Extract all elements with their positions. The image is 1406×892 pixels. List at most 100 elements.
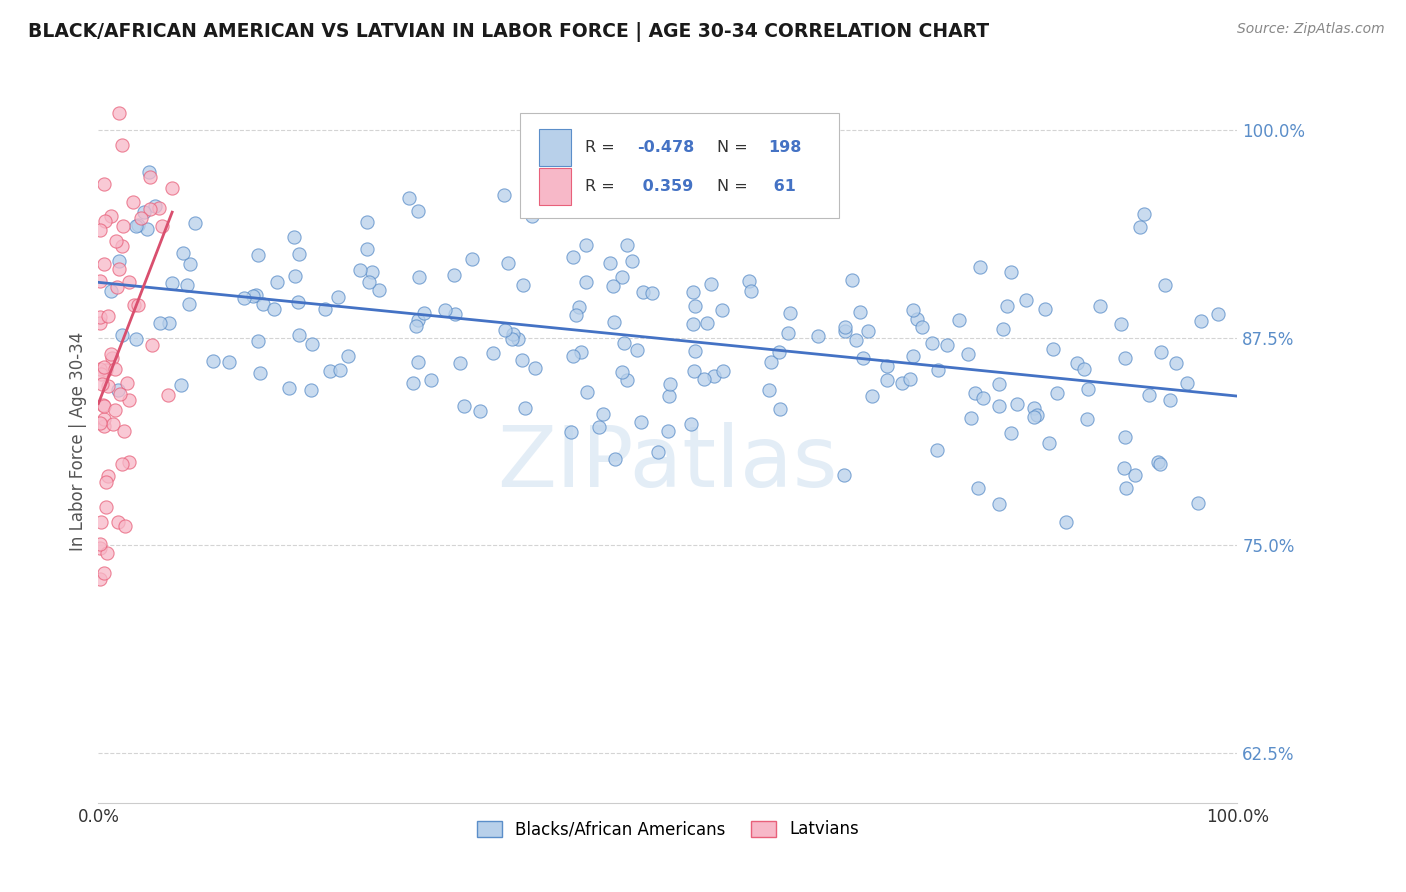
Point <box>170 378 193 392</box>
Point <box>1024 401 1046 416</box>
Point <box>157 316 180 330</box>
Point <box>101 351 124 365</box>
Point <box>263 302 285 317</box>
Point <box>1123 467 1146 482</box>
Point <box>287 247 309 261</box>
Point <box>90 515 112 529</box>
Point <box>703 368 725 383</box>
Point <box>1128 219 1150 234</box>
Point <box>110 386 132 401</box>
Point <box>127 218 149 232</box>
Point <box>93 258 115 272</box>
Point <box>359 275 381 289</box>
Point <box>121 195 143 210</box>
Point <box>138 165 160 179</box>
Point <box>710 303 733 318</box>
Point <box>89 362 111 376</box>
Point <box>845 334 868 348</box>
FancyBboxPatch shape <box>538 168 571 205</box>
Point <box>1077 382 1099 396</box>
Point <box>561 350 583 364</box>
Point <box>89 536 111 550</box>
Point <box>512 277 534 292</box>
Point <box>89 572 111 586</box>
Point <box>89 416 111 430</box>
Point <box>905 311 928 326</box>
Point <box>319 364 342 378</box>
Point <box>925 442 948 457</box>
Point <box>685 344 707 359</box>
Point <box>107 106 129 120</box>
Point <box>127 298 149 312</box>
Point <box>1000 426 1022 441</box>
Point <box>768 345 790 359</box>
Point <box>461 252 484 266</box>
Point <box>129 211 152 225</box>
Point <box>1206 307 1229 321</box>
Point <box>515 401 537 416</box>
Point <box>526 197 548 211</box>
Point <box>1187 496 1209 510</box>
Point <box>575 238 598 252</box>
Point <box>988 497 1011 511</box>
Point <box>172 245 194 260</box>
Text: N =: N = <box>717 179 752 194</box>
Point <box>1166 356 1188 370</box>
Point <box>125 332 148 346</box>
Point <box>778 326 800 340</box>
FancyBboxPatch shape <box>520 112 839 218</box>
Point <box>1025 409 1047 423</box>
Point <box>849 305 872 319</box>
Point <box>575 275 598 289</box>
Point <box>560 425 582 439</box>
Point <box>605 452 627 467</box>
Point <box>329 363 352 377</box>
Point <box>987 399 1010 413</box>
Point <box>569 345 592 359</box>
Point <box>616 373 638 387</box>
Point <box>356 215 378 229</box>
Point <box>1054 515 1077 529</box>
Point <box>890 376 912 390</box>
Point <box>108 261 131 276</box>
Point <box>1133 207 1156 221</box>
Text: 61: 61 <box>768 179 796 194</box>
Point <box>115 376 138 391</box>
Point <box>283 268 305 283</box>
Point <box>568 300 591 314</box>
Point <box>89 310 111 325</box>
Point <box>508 332 530 346</box>
Point <box>93 419 115 434</box>
Point <box>96 379 118 393</box>
Point <box>139 169 162 184</box>
Point <box>246 334 269 348</box>
Point <box>993 322 1015 336</box>
Point <box>501 332 523 346</box>
Point <box>132 205 155 219</box>
Point <box>118 393 141 408</box>
Point <box>520 209 543 223</box>
Text: R =: R = <box>585 140 620 155</box>
Point <box>630 415 652 429</box>
Point <box>995 300 1018 314</box>
Point <box>104 403 127 417</box>
Point <box>1115 481 1137 495</box>
Point <box>620 253 643 268</box>
Point <box>956 347 979 361</box>
Point <box>738 274 761 288</box>
Point <box>287 295 309 310</box>
Point <box>807 329 830 343</box>
Point <box>398 191 420 205</box>
Point <box>1046 386 1069 401</box>
Text: Source: ZipAtlas.com: Source: ZipAtlas.com <box>1237 22 1385 37</box>
Point <box>100 285 122 299</box>
Y-axis label: In Labor Force | Age 30-34: In Labor Force | Age 30-34 <box>69 332 87 551</box>
Point <box>561 251 583 265</box>
Point <box>1114 430 1136 444</box>
Point <box>610 365 633 379</box>
Point <box>565 309 588 323</box>
Point <box>90 376 112 391</box>
Text: N =: N = <box>717 140 752 155</box>
Point <box>856 324 879 338</box>
Point <box>927 363 949 377</box>
